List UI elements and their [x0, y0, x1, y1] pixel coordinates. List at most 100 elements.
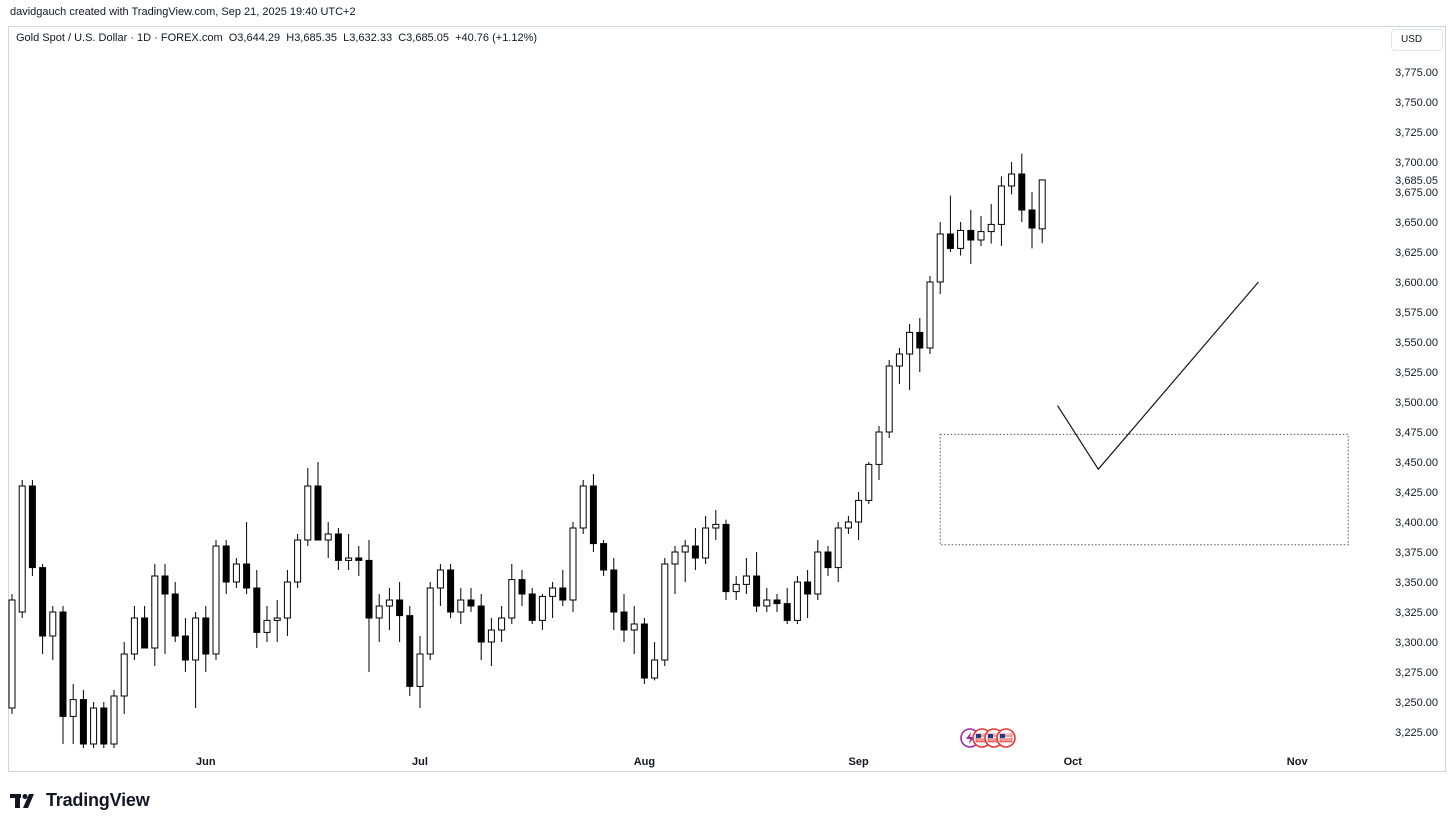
candle[interactable]	[804, 570, 812, 618]
candle[interactable]	[243, 522, 251, 594]
candle[interactable]	[773, 594, 781, 612]
us-flag-icon[interactable]	[996, 728, 1016, 748]
candle[interactable]	[253, 570, 261, 648]
candle[interactable]	[610, 558, 618, 630]
candle[interactable]	[844, 516, 852, 534]
candle[interactable]	[569, 522, 577, 612]
candle[interactable]	[732, 576, 740, 600]
candle[interactable]	[783, 588, 791, 624]
candle[interactable]	[691, 528, 699, 570]
candle[interactable]	[855, 492, 863, 540]
candle[interactable]	[161, 564, 169, 654]
candle[interactable]	[69, 684, 77, 744]
candle[interactable]	[906, 324, 914, 390]
candle[interactable]	[151, 564, 159, 666]
candle[interactable]	[997, 176, 1005, 246]
candle[interactable]	[467, 588, 475, 612]
candle[interactable]	[865, 462, 873, 504]
candle[interactable]	[630, 606, 638, 654]
candle[interactable]	[814, 540, 822, 600]
candle[interactable]	[518, 570, 526, 606]
currency-button[interactable]: USD	[1391, 29, 1443, 51]
candle[interactable]	[671, 546, 679, 594]
candle[interactable]	[59, 606, 67, 744]
candle[interactable]	[793, 576, 801, 624]
candle[interactable]	[396, 582, 404, 642]
candle[interactable]	[192, 612, 200, 708]
candle[interactable]	[49, 606, 57, 660]
candle[interactable]	[753, 552, 761, 612]
candle[interactable]	[416, 636, 424, 708]
candle[interactable]	[18, 480, 26, 618]
candle[interactable]	[885, 360, 893, 438]
candle[interactable]	[222, 540, 230, 594]
zone-rectangle[interactable]	[939, 433, 1349, 546]
candle[interactable]	[712, 510, 720, 540]
candle[interactable]	[324, 522, 332, 558]
candle[interactable]	[28, 480, 36, 576]
candle[interactable]	[263, 606, 271, 642]
candle[interactable]	[681, 540, 689, 582]
candle[interactable]	[141, 606, 149, 649]
candle[interactable]	[1038, 179, 1046, 244]
candle[interactable]	[559, 570, 567, 606]
candle[interactable]	[212, 540, 220, 660]
candle[interactable]	[1018, 153, 1026, 222]
candle[interactable]	[304, 468, 312, 546]
candle[interactable]	[967, 210, 975, 264]
candle[interactable]	[110, 690, 118, 748]
candle[interactable]	[314, 462, 322, 541]
candle[interactable]	[916, 318, 924, 372]
candle[interactable]	[375, 594, 383, 642]
candle[interactable]	[946, 195, 954, 252]
candle[interactable]	[722, 519, 730, 600]
candle[interactable]	[875, 426, 883, 480]
candle[interactable]	[763, 588, 771, 612]
candle[interactable]	[283, 570, 291, 636]
candle[interactable]	[365, 540, 373, 672]
candle[interactable]	[273, 600, 281, 642]
candle[interactable]	[977, 216, 985, 246]
candle[interactable]	[640, 618, 648, 684]
candle[interactable]	[1028, 192, 1036, 249]
candle[interactable]	[651, 642, 659, 681]
candle[interactable]	[100, 702, 108, 748]
candle[interactable]	[589, 474, 597, 552]
candle[interactable]	[181, 618, 189, 672]
candle[interactable]	[702, 516, 710, 564]
candle[interactable]	[171, 582, 179, 642]
candle[interactable]	[498, 606, 506, 642]
candle[interactable]	[834, 522, 842, 582]
candle[interactable]	[355, 546, 363, 576]
candle[interactable]	[549, 582, 557, 618]
candle[interactable]	[447, 564, 455, 618]
candle[interactable]	[600, 540, 608, 576]
candle[interactable]	[8, 594, 16, 714]
candle[interactable]	[508, 564, 516, 624]
candle[interactable]	[957, 222, 965, 256]
candle[interactable]	[926, 276, 934, 354]
candle[interactable]	[294, 534, 302, 588]
candle[interactable]	[579, 480, 587, 534]
candle[interactable]	[385, 588, 393, 630]
candle[interactable]	[232, 558, 240, 588]
candle[interactable]	[457, 588, 465, 624]
tradingview-logo[interactable]: TradingView	[10, 790, 150, 811]
candle[interactable]	[90, 702, 98, 748]
candle[interactable]	[426, 582, 434, 660]
candle[interactable]	[130, 606, 138, 660]
candle[interactable]	[528, 588, 536, 624]
candle[interactable]	[202, 606, 210, 672]
candle[interactable]	[39, 564, 47, 654]
candle[interactable]	[824, 546, 832, 576]
candle[interactable]	[334, 528, 342, 570]
candle[interactable]	[661, 558, 669, 666]
candle[interactable]	[436, 564, 444, 606]
candle[interactable]	[895, 348, 903, 384]
candle[interactable]	[487, 618, 495, 666]
candle[interactable]	[987, 204, 995, 244]
candle[interactable]	[936, 222, 944, 294]
candle[interactable]	[538, 594, 546, 630]
candle[interactable]	[345, 534, 353, 570]
